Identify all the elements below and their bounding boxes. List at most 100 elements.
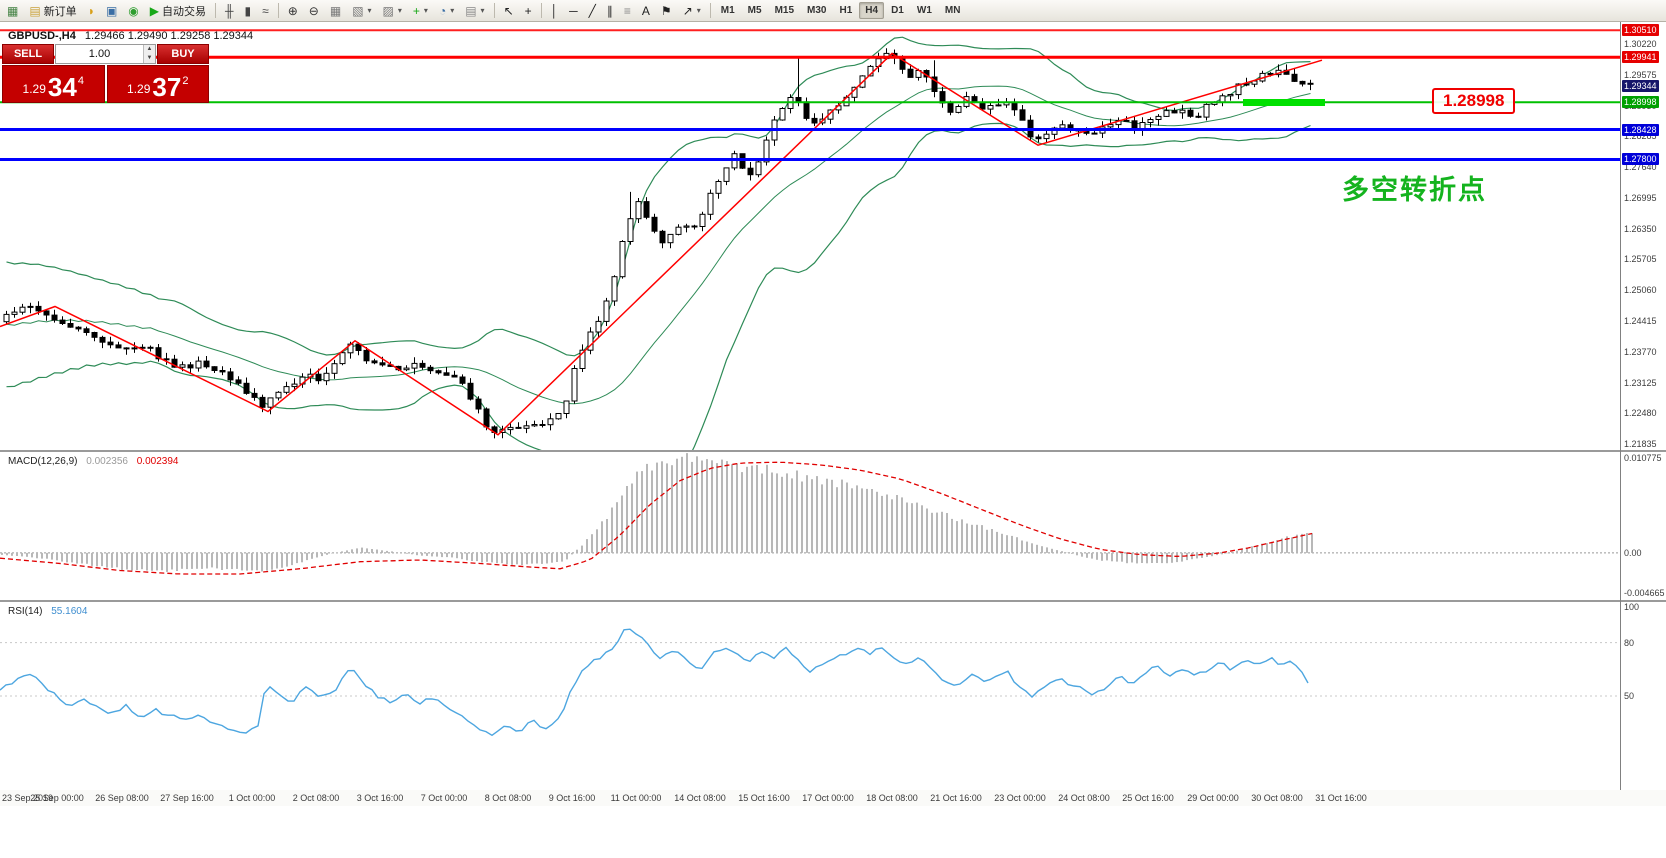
price-axis-tick: 1.26350	[1624, 223, 1657, 234]
rsi-axis-tick: 100	[1624, 602, 1640, 612]
buy-price-box[interactable]: 1.29 37 2	[106, 65, 209, 103]
volume-input[interactable]: 1.00 ▲ ▼	[55, 44, 156, 64]
macd-axis-tick: 0.00	[1624, 547, 1642, 558]
time-axis-label: 7 Oct 00:00	[420, 793, 468, 803]
tile-windows-icon[interactable]: ▦	[325, 1, 346, 21]
dropdown-arrow-icon[interactable]: ▾	[367, 6, 372, 15]
time-axis: 23 Sep 2019 25 Sep 00:00 26 Sep 08:00 27 Se…	[0, 790, 1666, 806]
volume-value[interactable]: 1.00	[88, 48, 111, 60]
price-level-tag: 1.29344	[1622, 79, 1659, 92]
pane-separator[interactable]	[0, 450, 1666, 452]
time-axis-label: 1 Oct 00:00	[228, 793, 276, 803]
cursor-icon[interactable]: ↖	[499, 1, 519, 21]
zoom-in-icon[interactable]: ⊕	[283, 1, 303, 21]
periods-icon-glyph: ◔	[438, 3, 447, 18]
time-axis-label: 26 Sep 08:00	[95, 793, 149, 803]
timeframe-w1-button[interactable]: W1	[916, 5, 932, 16]
trendline-icon-glyph: ╱	[588, 3, 596, 18]
label-icon[interactable]: ⚑	[656, 1, 677, 21]
dropdown-arrow-icon[interactable]: ▾	[696, 6, 701, 15]
time-axis-label: 24 Oct 08:00	[1058, 793, 1110, 803]
fibonacci-icon[interactable]: ≡	[619, 1, 636, 21]
time-axis-label: 17 Oct 00:00	[802, 793, 854, 803]
price-axis: 1.302201.295751.289301.282851.276401.269…	[1621, 0, 1666, 858]
new-order-button[interactable]: ▤ 新订单	[24, 1, 81, 21]
price-level-tag: 1.28998	[1622, 96, 1659, 109]
price-level-tag: 1.29941	[1622, 51, 1659, 64]
horizontal-line-icon-glyph: ─	[569, 3, 578, 18]
sell-button[interactable]: SELL	[2, 44, 54, 64]
price-axis-tick: 1.21835	[1624, 439, 1657, 450]
price-axis-tick: 1.23125	[1624, 377, 1657, 388]
dropdown-arrow-icon[interactable]: ▾	[480, 6, 485, 15]
timeframe-d1-button[interactable]: D1	[891, 5, 904, 16]
time-axis-label: 25 Oct 16:00	[1122, 793, 1174, 803]
price-axis-tick: 1.26995	[1624, 192, 1657, 203]
macd-indicator-canvas[interactable]	[0, 452, 1620, 600]
timeframe-mn-button[interactable]: MN	[944, 5, 961, 16]
timeframe-m30-button[interactable]: M30	[807, 5, 827, 16]
candlestick-chart-icon[interactable]: ▮	[240, 1, 257, 21]
account-icon[interactable]: ▣	[101, 1, 122, 21]
time-axis-label: 29 Oct 00:00	[1187, 793, 1239, 803]
time-axis-label: 11 Oct 00:00	[610, 793, 662, 803]
time-axis-label: 18 Oct 08:00	[866, 793, 918, 803]
dropdown-arrow-icon[interactable]: ▾	[423, 6, 428, 15]
price-level-tag: 1.27800	[1622, 153, 1659, 166]
volume-down-button[interactable]: ▼	[144, 54, 155, 63]
line-chart-icon[interactable]: ≈	[257, 1, 274, 21]
macd-axis-tick: -0.004665	[1624, 588, 1665, 598]
templates-icon[interactable]: ▤ ▾	[460, 1, 489, 21]
trendline-icon[interactable]: ╱	[584, 1, 601, 21]
text-icon[interactable]: A	[637, 1, 655, 21]
toolbar-separator	[540, 3, 542, 18]
timeframe-h1-button[interactable]: H1	[839, 5, 853, 16]
price-level-tag: 1.30510	[1622, 24, 1659, 37]
indicators-icon[interactable]: + ▾	[408, 1, 433, 21]
new-chart-icon[interactable]: ▦	[2, 1, 23, 21]
line-chart-icon-glyph: ≈	[262, 3, 269, 18]
volume-up-button[interactable]: ▲	[144, 45, 155, 54]
time-axis-label: 21 Oct 16:00	[930, 793, 982, 803]
sell-price-box[interactable]: 1.29 34 4	[2, 65, 105, 103]
cascade-windows-icon-glyph: ▨	[382, 3, 394, 18]
zoom-out-icon[interactable]: ⊖	[304, 1, 324, 21]
autotrading-button[interactable]: ▶ 自动交易	[145, 1, 211, 21]
cascade-windows-icon[interactable]: ▨ ▾	[378, 1, 407, 21]
macd-name: MACD(12,26,9)	[8, 456, 78, 467]
time-axis-label: 9 Oct 16:00	[548, 793, 596, 803]
time-axis-label: 23 Oct 00:00	[994, 793, 1046, 803]
auto-arrange-icon[interactable]: ▧ ▾	[347, 1, 376, 21]
time-axis-label: 30 Oct 08:00	[1251, 793, 1303, 803]
macd-label: MACD(12,26,9) 0.002356 0.002394	[8, 456, 178, 467]
equidistant-channel-icon[interactable]: ∥	[602, 1, 618, 21]
horizontal-line-icon[interactable]: ─	[564, 1, 583, 21]
refresh-icon[interactable]: ◉	[123, 1, 143, 21]
buy-price-big: 37	[152, 71, 182, 102]
chart-symbol-label: GBPUSD-,H4	[8, 30, 76, 42]
vertical-line-icon[interactable]: │	[546, 1, 564, 21]
toolbar-separator	[277, 3, 279, 18]
timeframe-m15-button[interactable]: M15	[774, 5, 795, 16]
dropdown-arrow-icon[interactable]: ▾	[397, 6, 402, 15]
crosshair-icon[interactable]: +	[520, 1, 537, 21]
dropdown-arrow-icon[interactable]: ▾	[450, 6, 455, 15]
price-chart-canvas[interactable]	[0, 22, 1620, 450]
sound-alert-icon[interactable]: ◗	[83, 1, 100, 21]
bar-chart-icon[interactable]: ╫	[220, 1, 239, 21]
pane-separator[interactable]	[0, 600, 1666, 602]
timeframe-m5-button[interactable]: M5	[747, 5, 762, 16]
price-axis-tick: 1.28285	[1624, 131, 1657, 142]
timeframe-h4-button[interactable]: H4	[859, 2, 885, 19]
buy-button[interactable]: BUY	[157, 44, 209, 64]
rsi-indicator-canvas[interactable]	[0, 602, 1620, 790]
macd-signal-value: 0.002394	[136, 456, 179, 467]
price-axis-tick: 1.30220	[1624, 38, 1657, 49]
price-axis-tick: 1.24415	[1624, 316, 1657, 327]
timeframe-m1-button[interactable]: M1	[720, 5, 735, 16]
price-axis-tick: 1.25705	[1624, 254, 1657, 265]
periods-icon[interactable]: ◔ ▾	[434, 1, 459, 21]
toolbar-separator	[709, 3, 711, 18]
arrows-icon[interactable]: ↗ ▾	[678, 1, 706, 21]
